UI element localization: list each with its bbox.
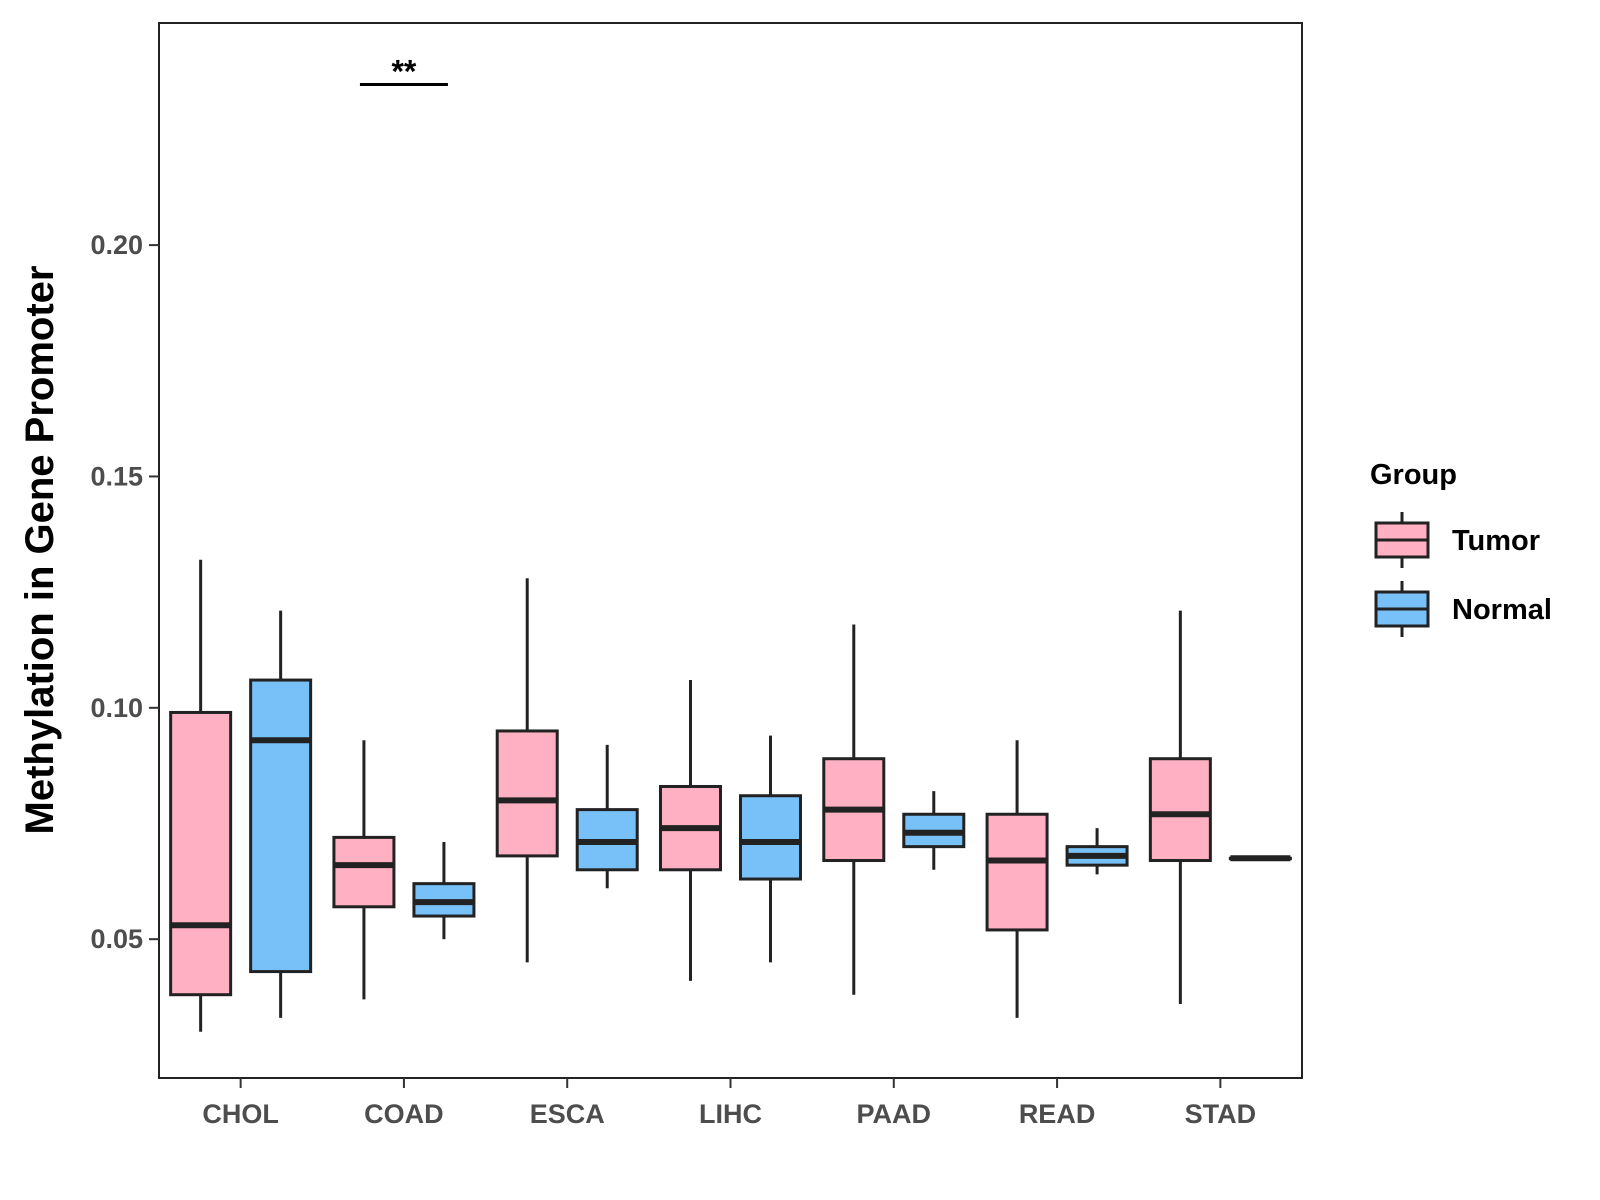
- box-normal-read: [1065, 828, 1129, 875]
- box-normal-esca: [575, 744, 639, 889]
- y-tick-label: 0.05: [90, 924, 143, 954]
- box-body: [332, 835, 396, 909]
- x-tick-label: READ: [1019, 1099, 1096, 1129]
- box-tumor-stad: [1148, 610, 1212, 1004]
- box-body: [1148, 757, 1212, 863]
- box-tumor-lihc: [659, 680, 722, 981]
- x-tick-label: CHOL: [202, 1099, 279, 1129]
- y-tick-label: 0.10: [90, 693, 143, 723]
- y-axis: 0.05 0.10 0.15 0.20: [90, 230, 159, 954]
- box-normal-chol: [249, 610, 313, 1018]
- y-tick-label: 0.15: [90, 461, 143, 491]
- box-body: [249, 678, 313, 974]
- y-axis-title: Methylation in Gene Promoter: [18, 266, 62, 835]
- box-normal-paad: [902, 791, 966, 870]
- box-tumor-chol: [169, 559, 233, 1032]
- box-body: [169, 710, 233, 997]
- box-body: [985, 812, 1049, 932]
- legend-label-tumor: Tumor: [1452, 525, 1540, 557]
- box-tumor-read: [985, 740, 1049, 1018]
- significance-annotations: **: [359, 54, 448, 90]
- y-tick-label: 0.20: [90, 230, 143, 260]
- x-tick-label: ESCA: [530, 1099, 605, 1129]
- legend-entries: Tumor Normal: [1374, 512, 1552, 637]
- legend: Group Tumor Normal: [1370, 459, 1552, 637]
- x-axis: CHOL COAD ESCA LIHC PAAD READ STAD: [202, 1078, 1256, 1129]
- x-tick-label: STAD: [1185, 1099, 1257, 1129]
- box-series: [169, 559, 1292, 1032]
- legend-label-normal: Normal: [1452, 594, 1552, 626]
- box-normal-coad: [412, 842, 476, 940]
- box-tumor-coad: [332, 740, 396, 1000]
- x-tick-label: PAAD: [857, 1099, 932, 1129]
- box-body: [495, 729, 559, 858]
- x-tick-label: COAD: [364, 1099, 444, 1129]
- box-tumor-paad: [822, 624, 886, 995]
- panel-border: [158, 22, 1303, 1079]
- legend-entry-normal: Normal: [1374, 581, 1552, 637]
- box-tumor-esca: [495, 578, 559, 963]
- significance-label: **: [391, 54, 416, 90]
- box-normal-lihc: [739, 735, 802, 963]
- box-normal-stad: [1228, 855, 1292, 862]
- legend-title: Group: [1370, 459, 1457, 491]
- x-tick-label: LIHC: [699, 1099, 762, 1129]
- legend-entry-tumor: Tumor: [1374, 512, 1540, 568]
- box-body: [739, 794, 802, 881]
